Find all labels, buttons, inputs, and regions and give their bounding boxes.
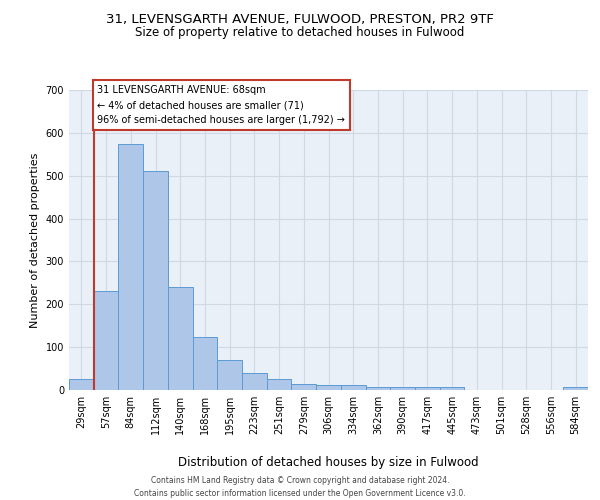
Bar xyxy=(143,172,168,390)
Bar xyxy=(292,384,316,390)
Bar xyxy=(217,360,242,390)
Bar xyxy=(193,338,217,390)
Bar xyxy=(168,287,193,390)
Text: 31, LEVENSGARTH AVENUE, FULWOOD, PRESTON, PR2 9TF: 31, LEVENSGARTH AVENUE, FULWOOD, PRESTON… xyxy=(106,12,494,26)
Bar xyxy=(242,373,267,390)
Bar xyxy=(390,388,415,390)
Bar xyxy=(563,388,588,390)
Bar xyxy=(415,388,440,390)
Bar xyxy=(341,386,365,390)
Bar xyxy=(267,379,292,390)
Bar xyxy=(69,379,94,390)
Bar xyxy=(365,387,390,390)
Text: Contains HM Land Registry data © Crown copyright and database right 2024.
Contai: Contains HM Land Registry data © Crown c… xyxy=(134,476,466,498)
Text: Size of property relative to detached houses in Fulwood: Size of property relative to detached ho… xyxy=(136,26,464,39)
Y-axis label: Number of detached properties: Number of detached properties xyxy=(30,152,40,328)
Bar xyxy=(440,388,464,390)
Text: 31 LEVENSGARTH AVENUE: 68sqm
← 4% of detached houses are smaller (71)
96% of sem: 31 LEVENSGARTH AVENUE: 68sqm ← 4% of det… xyxy=(97,85,345,125)
Bar xyxy=(118,144,143,390)
Bar xyxy=(94,292,118,390)
Bar xyxy=(316,386,341,390)
Text: Distribution of detached houses by size in Fulwood: Distribution of detached houses by size … xyxy=(178,456,479,469)
